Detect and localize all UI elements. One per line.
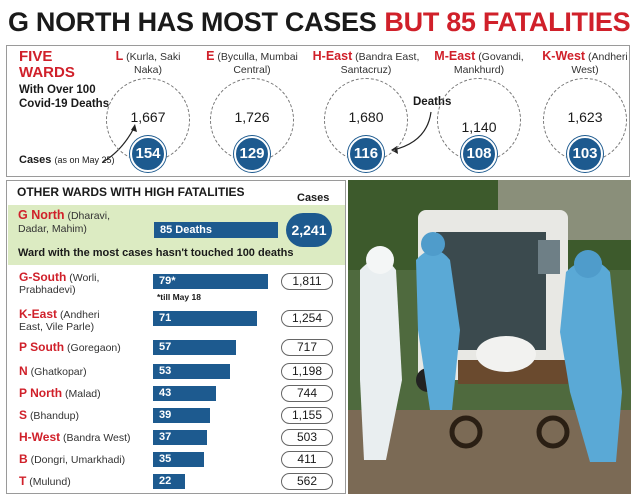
deaths-bar: 43 bbox=[153, 386, 216, 401]
other-wards-panel: OTHER WARDS WITH HIGH FATALITIES Cases G… bbox=[6, 180, 346, 494]
cases-pill: 717 bbox=[281, 339, 333, 356]
deaths-bar: 71 bbox=[153, 311, 257, 326]
ward-row-label: G-South (Worli, Prabhadevi) bbox=[19, 270, 100, 296]
deaths-bar: 39 bbox=[153, 408, 210, 423]
headline-part2: BUT 85 FATALITIES bbox=[384, 7, 631, 37]
other-wards-title: OTHER WARDS WITH HIGH FATALITIES bbox=[17, 185, 245, 199]
deaths-value: 116 bbox=[348, 136, 384, 172]
cases-label: Cases (as on May 25) bbox=[19, 154, 115, 166]
cases-pill: 1,155 bbox=[281, 407, 333, 424]
trolley-wheel-left bbox=[449, 415, 483, 449]
ward-row-label: T (Mulund) bbox=[19, 474, 71, 488]
g-north-cases: 2,241 bbox=[286, 213, 332, 247]
cases-pill: 1,254 bbox=[281, 310, 333, 327]
ward-row-label: K-East (Andheri East, Vile Parle) bbox=[19, 307, 100, 333]
deaths-bar: 79* bbox=[153, 274, 268, 289]
worker-right-head bbox=[574, 250, 602, 278]
deaths-bar: 57 bbox=[153, 340, 236, 355]
ward-name: M-East (Govandi, Mankhurd) bbox=[434, 49, 524, 77]
cases-pill: 744 bbox=[281, 385, 333, 402]
deaths-value: 129 bbox=[234, 136, 270, 172]
worker-center-head bbox=[421, 232, 445, 256]
g-north-note: Ward with the most cases hasn't touched … bbox=[18, 247, 294, 259]
trolley-wheel-right bbox=[536, 415, 570, 449]
ambulance-window bbox=[538, 240, 560, 274]
cases-value: 1,667 bbox=[130, 109, 166, 125]
deaths-bar: 22 bbox=[153, 474, 185, 489]
deaths-bar: 35 bbox=[153, 452, 204, 467]
worker-center bbox=[416, 250, 460, 410]
g-north-ward: G North bbox=[18, 208, 65, 222]
footnote: *till May 18 bbox=[157, 292, 201, 302]
cases-pill: 562 bbox=[281, 473, 333, 490]
worker-left bbox=[360, 259, 402, 460]
g-north-area: (Dharavi, Dadar, Mahim) bbox=[18, 210, 111, 235]
cases-pill: 1,198 bbox=[281, 363, 333, 380]
worker-right bbox=[560, 260, 622, 462]
deaths-bar: 37 bbox=[153, 430, 207, 445]
cases-value: 1,726 bbox=[234, 109, 270, 125]
ward-row-label: S (Bhandup) bbox=[19, 408, 79, 422]
ambulance-ppe-workers-photo bbox=[348, 180, 631, 494]
ward-name: L (Kurla, Saki Naka) bbox=[115, 49, 181, 77]
worker-left-head bbox=[366, 246, 394, 274]
deaths-value: 108 bbox=[461, 136, 497, 172]
ward-row-label: B (Dongri, Umarkhadi) bbox=[19, 452, 126, 466]
body-bag bbox=[476, 336, 536, 372]
cases-column-header: Cases bbox=[297, 192, 330, 204]
five-wards-title: FIVE WARDS bbox=[19, 48, 75, 81]
cases-value: 1,680 bbox=[348, 109, 384, 125]
deaths-bar: 53 bbox=[153, 364, 230, 379]
headline: G NORTH HAS MOST CASES BUT 85 FATALITIES bbox=[0, 0, 635, 44]
ward-name: H-East (Bandra East, Santacruz) bbox=[312, 49, 420, 77]
ward-row-label: P North (Malad) bbox=[19, 386, 101, 400]
five-wards-panel: FIVE WARDS With Over 100 Covid-19 Deaths… bbox=[6, 45, 630, 177]
ward-row-label: H-West (Bandra West) bbox=[19, 430, 131, 444]
g-north-highlight: G North (Dharavi, Dadar, Mahim) 85 Death… bbox=[8, 205, 345, 265]
ward-name: E (Byculla, Mumbai Central) bbox=[206, 49, 298, 77]
ward-row-label: P South (Goregaon) bbox=[19, 340, 121, 354]
headline-part1: G NORTH HAS MOST CASES bbox=[8, 7, 377, 37]
cases-pill: 503 bbox=[281, 429, 333, 446]
cases-pill: 1,811 bbox=[281, 273, 333, 290]
cases-value: 1,623 bbox=[567, 109, 603, 125]
g-north-deaths-bar: 85 Deaths bbox=[154, 222, 278, 238]
g-north-label: G North (Dharavi, Dadar, Mahim) bbox=[18, 209, 110, 236]
cases-pill: 411 bbox=[281, 451, 333, 468]
deaths-value: 154 bbox=[130, 136, 166, 172]
ward-row-label: N (Ghatkopar) bbox=[19, 364, 87, 378]
ward-name: K-West (Andheri West) bbox=[542, 49, 628, 77]
deaths-value: 103 bbox=[567, 136, 603, 172]
cases-value: 1,140 bbox=[461, 119, 497, 135]
five-wards-subtitle: With Over 100 Covid-19 Deaths bbox=[19, 84, 110, 110]
